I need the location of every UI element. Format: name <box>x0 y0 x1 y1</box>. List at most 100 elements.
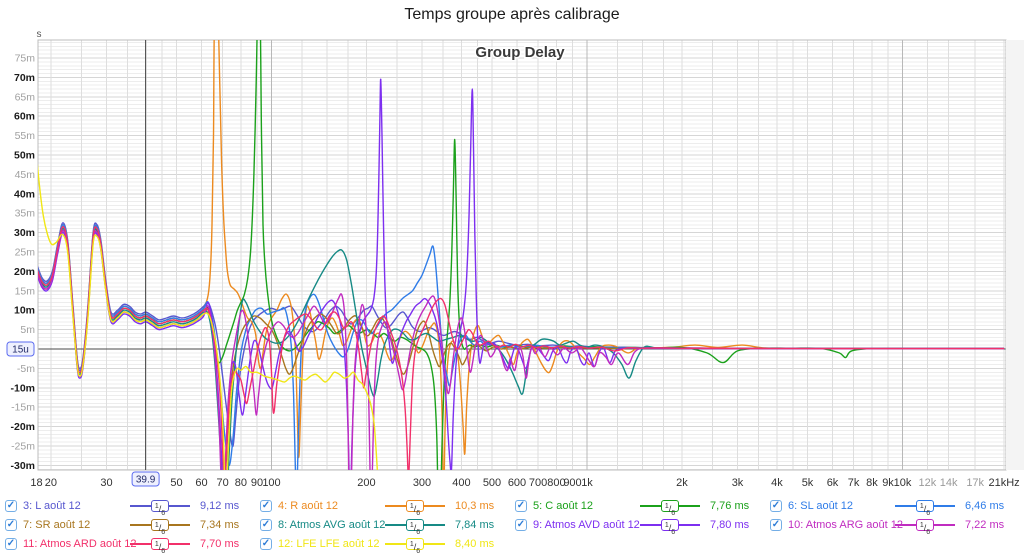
smoothing-badge: 1/6 <box>385 518 446 536</box>
cursor-value: 15u <box>12 345 29 356</box>
measurement-label[interactable]: 5: C août 12 <box>533 500 593 512</box>
y-tick-label: 70m <box>14 72 35 84</box>
group-delay-chart: 75m 70m 65m 60m 55m 50m 45m 40m 35m 30m 25m 20m 15m 1… <box>6 29 1024 490</box>
x-tick-label: 7k <box>848 477 860 489</box>
x-tick-label: 700 <box>529 477 547 489</box>
x-tick-label: 600 <box>508 477 526 489</box>
x-tick-label: 20 <box>45 477 57 489</box>
y-tick-label: 5m <box>20 324 35 336</box>
x-tick-label: 3k <box>732 477 744 489</box>
x-tick-label: 800 <box>547 477 565 489</box>
measurement-label[interactable]: 4: R août 12 <box>278 500 338 512</box>
measurement-label[interactable]: 8: Atmos AVG août 12 <box>278 519 386 531</box>
trace-line-sample <box>385 505 406 507</box>
trace-line-sample <box>130 505 151 507</box>
smoothing-badge: 1/6 <box>130 537 191 555</box>
trace-line-sample <box>424 524 446 526</box>
x-tick-label: 5k <box>802 477 814 489</box>
y-tick-label: 25m <box>15 247 36 259</box>
measurement-label[interactable]: 11: Atmos ARD août 12 <box>23 538 137 550</box>
y-tick-label: 35m <box>15 208 36 220</box>
smoothing-fraction: 1/6 <box>150 500 170 517</box>
checkbox-checked-icon[interactable] <box>5 519 17 531</box>
checkbox-checked-icon[interactable] <box>5 538 17 550</box>
checkbox-checked-icon[interactable] <box>770 519 782 531</box>
smoothing-badge: 1/6 <box>130 499 191 517</box>
smoothing-badge: 1/6 <box>640 518 701 536</box>
legend-item: 10: Atmos ARG août 12 1/6 7,22 ms <box>767 516 1022 536</box>
y-tick-label: 60m <box>14 111 35 123</box>
measurement-label[interactable]: 3: L août 12 <box>23 500 81 512</box>
smoothing-fraction: 1/6 <box>150 519 170 536</box>
x-tick-label: 30 <box>100 477 112 489</box>
y-tick-label: 30m <box>14 227 35 239</box>
x-tick-label: 300 <box>413 477 431 489</box>
measurement-label[interactable]: 9: Atmos AVD août 12 <box>533 519 640 531</box>
x-tick-label: 900 <box>563 477 581 489</box>
trace-line-sample <box>424 505 446 507</box>
y-unit-label: s <box>37 29 42 40</box>
smoothing-badge: 1/6 <box>895 499 956 517</box>
smoothing-fraction: 1/6 <box>915 500 935 517</box>
x-tick-label: 100 <box>262 477 280 489</box>
checkbox-checked-icon[interactable] <box>260 500 272 512</box>
x-tick-label: 4k <box>771 477 783 489</box>
trace-atmos-ard-ao-t-12 <box>38 226 1005 470</box>
x-tick-label: 9k <box>882 477 894 489</box>
measurement-label[interactable]: 7: SR août 12 <box>23 519 91 531</box>
checkbox-checked-icon[interactable] <box>515 500 527 512</box>
y-tick-label: 50m <box>14 150 35 162</box>
trace-line-sample <box>169 543 191 545</box>
y-tick-label: 45m <box>15 169 36 181</box>
x-tick-label: 60 <box>195 477 207 489</box>
trace-atmos-arg-ao-t-12 <box>38 229 1005 470</box>
x-tick-label: 1k <box>581 477 593 489</box>
trace-line-sample <box>640 524 661 526</box>
cursor-group[interactable]: 39.9 15u <box>6 40 160 487</box>
legend-item: 5: C août 12 1/6 7,76 ms <box>512 497 767 517</box>
trace-line-sample <box>895 524 916 526</box>
legend-item: 4: R août 12 1/6 10,3 ms <box>257 497 512 517</box>
measurement-label[interactable]: 6: SL août 12 <box>788 500 854 512</box>
chart-title: Group Delay <box>475 44 565 61</box>
smoothing-badge: 1/6 <box>640 499 701 517</box>
measurement-label[interactable]: 10: Atmos ARG août 12 <box>788 519 903 531</box>
x-tick-label: 12k <box>919 477 937 489</box>
cursor-freq-value: 39.9 <box>136 475 156 486</box>
x-tick-label: 17k <box>966 477 984 489</box>
smoothing-badge: 1/6 <box>385 537 446 555</box>
delay-value: 7,34 ms <box>200 519 240 531</box>
trace-sr-ao-t-12 <box>38 229 1005 470</box>
axis-labels: 75m 70m 65m 60m 55m 50m 45m 40m 35m 30m 25m 20m 15m 1… <box>10 53 1019 490</box>
measurement-label[interactable]: 12: LFE LFE août 12 <box>278 538 380 550</box>
trace-line-sample <box>895 505 916 507</box>
smoothing-fraction: 1/6 <box>405 538 425 555</box>
checkbox-checked-icon[interactable] <box>515 519 527 531</box>
checkbox-checked-icon[interactable] <box>260 519 272 531</box>
trace-r-ao-t-12 <box>38 40 1005 470</box>
trace-atmos-avg-ao-t-12 <box>38 228 1005 470</box>
y-tick-label: 75m <box>15 53 36 65</box>
delay-value: 7,76 ms <box>710 500 750 512</box>
trace-line-sample <box>385 524 406 526</box>
checkbox-checked-icon[interactable] <box>5 500 17 512</box>
x-tick-label: 400 <box>452 477 470 489</box>
x-tick-label: 2k <box>676 477 688 489</box>
cursor-value-readout <box>6 341 35 357</box>
x-tick-label: 18 <box>30 477 42 489</box>
trace-line-sample <box>679 505 701 507</box>
smoothing-fraction: 1/6 <box>405 500 425 517</box>
trace-line-sample <box>934 505 956 507</box>
x-tick-label: 14k <box>940 477 958 489</box>
delay-value: 7,80 ms <box>710 519 750 531</box>
checkbox-checked-icon[interactable] <box>770 500 782 512</box>
legend-item: 6: SL août 12 1/6 6,46 ms <box>767 497 1022 517</box>
trace-line-sample <box>934 524 956 526</box>
checkbox-checked-icon[interactable] <box>260 538 272 550</box>
trace-line-sample <box>640 505 661 507</box>
x-tick-label: 21kHz <box>989 477 1020 489</box>
legend: 3: L août 12 1/6 9,12 ms 4: R août 12 1/6 10,… <box>2 497 1024 555</box>
grid-lines <box>38 40 1006 470</box>
smoothing-fraction: 1/6 <box>915 519 935 536</box>
